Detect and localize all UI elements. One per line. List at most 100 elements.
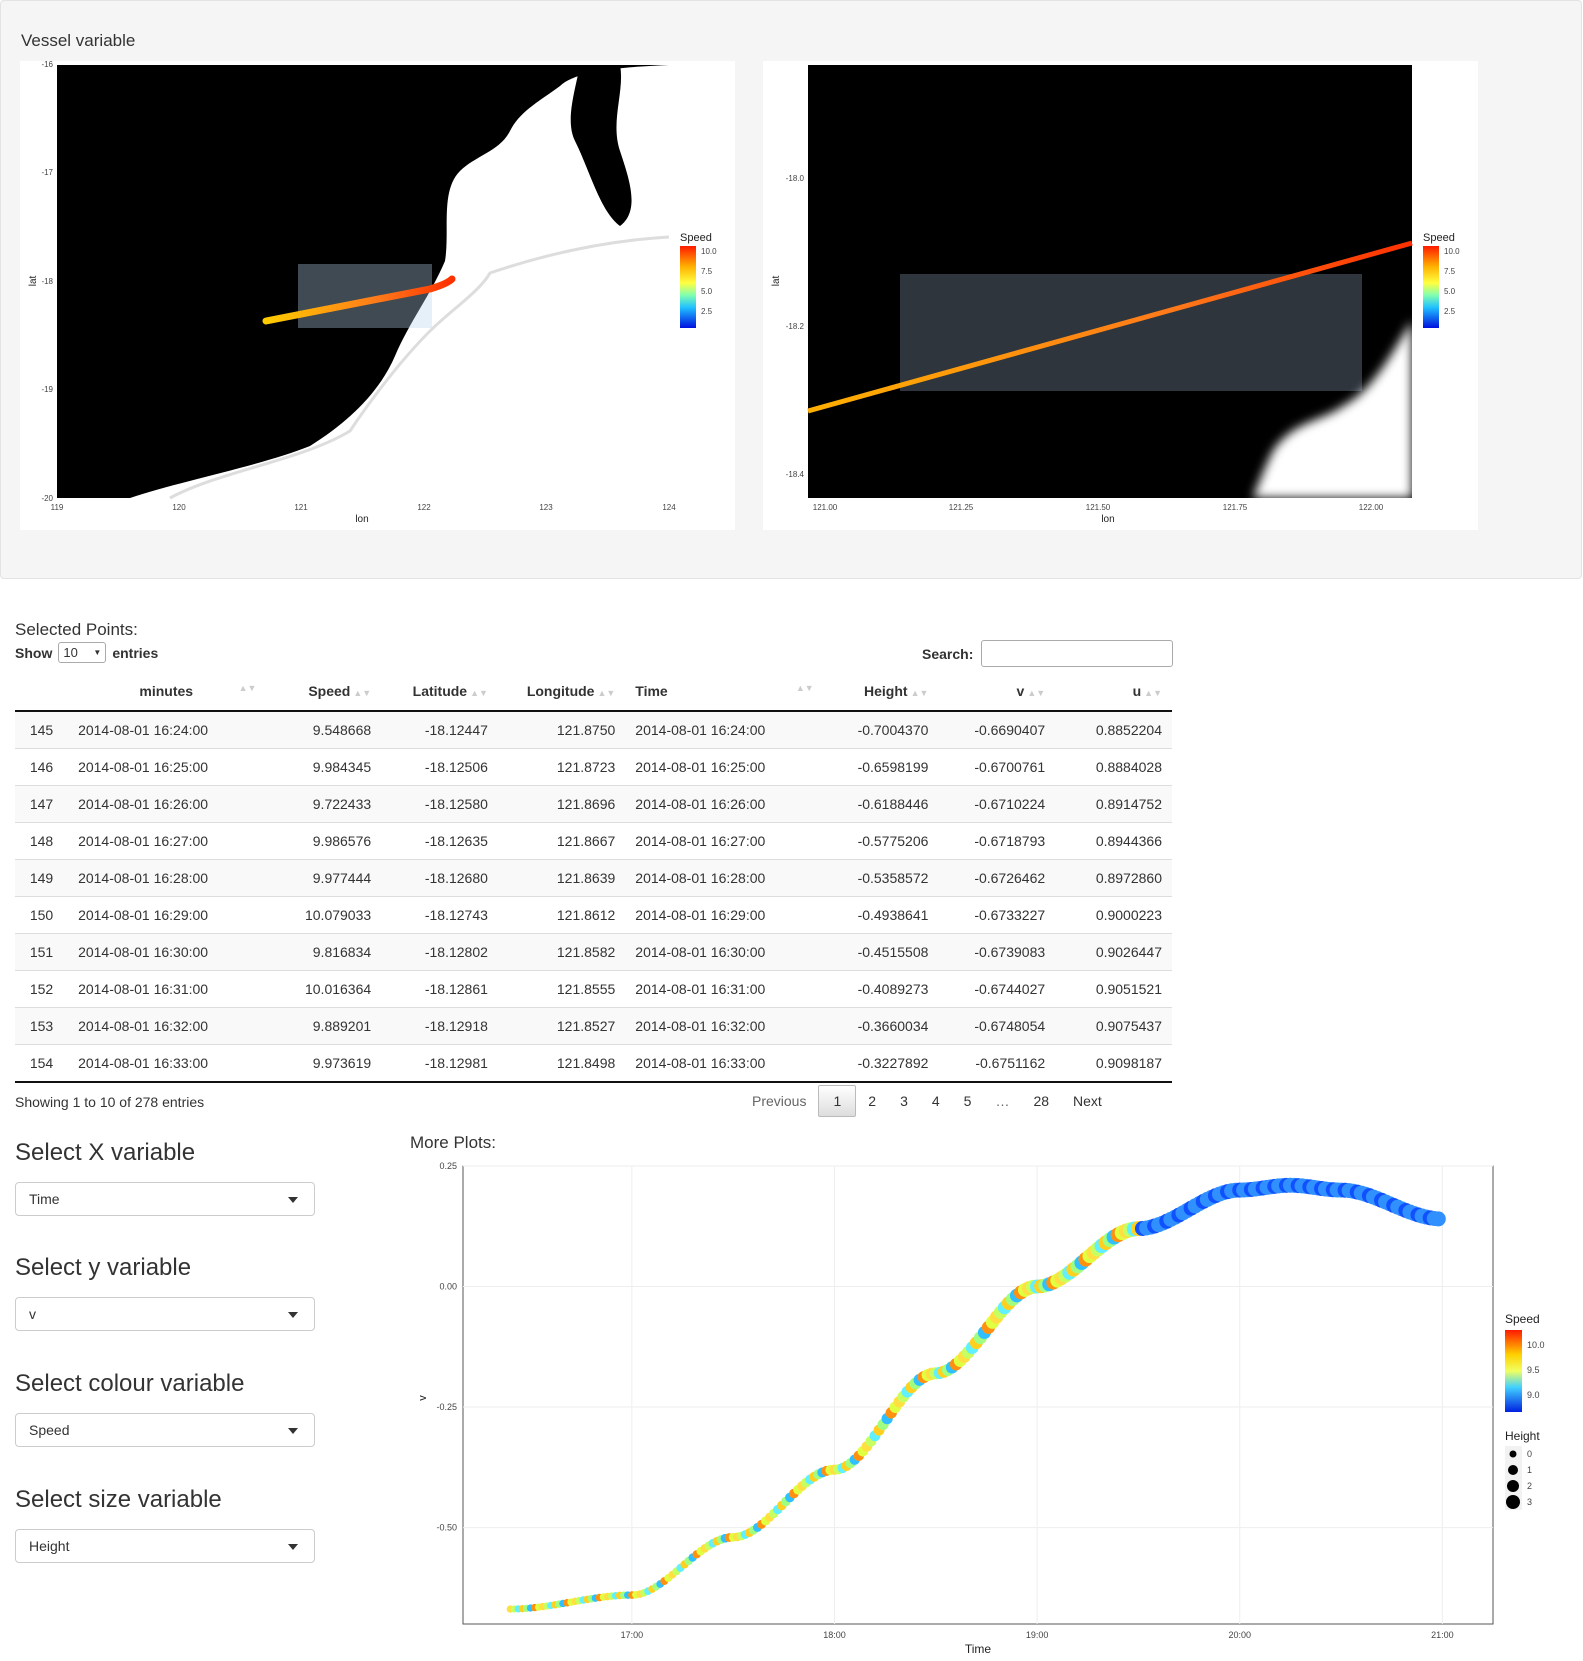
search-label: Search: xyxy=(922,645,974,662)
table-cell: -0.6718793 xyxy=(938,822,1056,860)
col-header-index[interactable] xyxy=(15,672,69,712)
table-cell: 0.9098187 xyxy=(1055,1044,1172,1083)
table-cell: -0.6710224 xyxy=(938,785,1056,823)
height-legend-tick: 1 xyxy=(1527,1465,1532,1475)
table-cell: -0.6733227 xyxy=(938,896,1056,934)
table-row[interactable]: 150 2014-08-01 16:29:00 10.079033 -18.12743… xyxy=(15,896,1172,934)
map-zoom[interactable]: -18.0 -18.2 -18.4 121.00 121.25 121.50 1… xyxy=(763,61,1478,530)
map2-ytick: -18.0 xyxy=(786,174,805,183)
pagination-previous[interactable]: Previous xyxy=(752,1093,807,1109)
table-row[interactable]: 152 2014-08-01 16:31:00 10.016364 -18.12861… xyxy=(15,970,1172,1008)
height-legend-tick: 0 xyxy=(1527,1449,1532,1459)
entries-label: entries xyxy=(112,644,159,661)
pagination-page-4[interactable]: 4 xyxy=(931,1093,940,1109)
table-cell: 9.984345 xyxy=(264,748,382,786)
select-x-dropdown[interactable]: Time xyxy=(15,1182,315,1216)
select-colour-dropdown[interactable]: Speed xyxy=(15,1413,315,1447)
col-header-height[interactable]: Height ▲▼ xyxy=(821,672,939,712)
pagination-page-3[interactable]: 3 xyxy=(900,1093,908,1109)
table-cell: 0.9000223 xyxy=(1055,896,1172,934)
table-cell: 0.8944366 xyxy=(1055,822,1172,860)
map1-xtick: 120 xyxy=(172,503,186,512)
sort-icon: ▲▼ xyxy=(795,683,814,693)
map2-xtick: 121.75 xyxy=(1223,503,1248,512)
map-overview[interactable]: -16 -17 -18 -19 -20 119 120 121 122 123 … xyxy=(20,60,735,530)
table-cell: 121.8498 xyxy=(497,1044,626,1083)
map2-legend-tick: 2.5 xyxy=(1444,307,1456,316)
table-row[interactable]: 153 2014-08-01 16:32:00 9.889201 -18.12918 1… xyxy=(15,1007,1172,1045)
plot-panel xyxy=(462,1165,1494,1625)
table-cell: 9.973619 xyxy=(264,1044,382,1083)
col-header-u[interactable]: u ▲▼ xyxy=(1055,672,1172,712)
col-header-speed[interactable]: Speed ▲▼ xyxy=(264,672,382,712)
table-row[interactable]: 147 2014-08-01 16:26:00 9.722433 -18.12580 1… xyxy=(15,785,1172,823)
table-cell: 2014-08-01 16:26:00 xyxy=(68,785,265,823)
map2-ytick: -18.4 xyxy=(786,470,805,479)
table-cell: 121.8527 xyxy=(497,1007,626,1045)
x-tick-label: 18:00 xyxy=(823,1630,846,1640)
table-body: 145 2014-08-01 16:24:00 9.548668 -18.12447 1… xyxy=(15,711,1172,1083)
col-header-time[interactable]: Time ▲▼ xyxy=(625,672,822,712)
table-cell: -18.12680 xyxy=(381,859,498,897)
x-axis: 17:00 18:00 19:00 20:00 21:00 xyxy=(621,1630,1454,1640)
table-cell: 9.977444 xyxy=(264,859,382,897)
entries-select[interactable]: 10 ▼ xyxy=(58,642,107,663)
table-row[interactable]: 145 2014-08-01 16:24:00 9.548668 -18.12447 1… xyxy=(15,711,1172,749)
speed-legend-tick: 9.0 xyxy=(1527,1390,1540,1400)
y-axis-label: v xyxy=(417,1395,429,1401)
table-cell: 10.016364 xyxy=(264,970,382,1008)
table-cell: 151 xyxy=(15,933,69,971)
scatter-plot[interactable]: 0.25 0.00 -0.25 -0.50 17:00 18:00 19:00 20:00 2… xyxy=(410,1158,1570,1658)
x-tick-label: 20:00 xyxy=(1228,1630,1251,1640)
table-cell: -0.5775206 xyxy=(821,822,939,860)
table-cell: 2014-08-01 16:25:00 xyxy=(625,748,822,786)
y-tick-label: -0.50 xyxy=(436,1523,457,1533)
data-point xyxy=(1430,1211,1446,1227)
table-row[interactable]: 149 2014-08-01 16:28:00 9.977444 -18.12680 1… xyxy=(15,859,1172,897)
pagination-ellipsis: … xyxy=(995,1093,1010,1109)
pagination-page-2[interactable]: 2 xyxy=(868,1093,877,1109)
table-cell: -18.12635 xyxy=(381,822,498,860)
table-row[interactable]: 151 2014-08-01 16:30:00 9.816834 -18.12802 1… xyxy=(15,933,1172,971)
map-overview-plot: -16 -17 -18 -19 -20 119 120 121 122 123 … xyxy=(28,60,717,525)
table-info: Showing 1 to 10 of 278 entries xyxy=(15,1094,205,1110)
search-input[interactable] xyxy=(981,640,1174,667)
table-cell: -0.4938641 xyxy=(821,896,939,934)
col-header-v[interactable]: v ▲▼ xyxy=(938,672,1056,712)
pagination-next[interactable]: Next xyxy=(1073,1093,1102,1109)
table-cell: -0.7004370 xyxy=(821,711,939,749)
table-cell: 2014-08-01 16:29:00 xyxy=(625,896,822,934)
table-row[interactable]: 154 2014-08-01 16:33:00 9.973619 -18.12981 1… xyxy=(15,1044,1172,1083)
select-y-dropdown[interactable]: v xyxy=(15,1297,315,1331)
pagination: Previous 1 2 3 4 5 … 28 Next xyxy=(740,1085,1114,1117)
table-cell: 2014-08-01 16:31:00 xyxy=(68,970,265,1008)
table-cell: -0.6700761 xyxy=(938,748,1056,786)
map1-xtick: 121 xyxy=(294,503,308,512)
map2-legend-tick: 10.0 xyxy=(1444,247,1460,256)
table-cell: 121.8612 xyxy=(497,896,626,934)
select-size-dropdown[interactable]: Height xyxy=(15,1529,315,1563)
pagination-page-1[interactable]: 1 xyxy=(818,1085,857,1117)
col-header-minutes[interactable]: minutes ▲▼ xyxy=(68,672,265,712)
table-cell: 2014-08-01 16:32:00 xyxy=(625,1007,822,1045)
vessel-panel: Vessel variable - xyxy=(0,0,1582,579)
y-tick-label: -0.25 xyxy=(436,1402,457,1412)
table-cell: -0.6188446 xyxy=(821,785,939,823)
pagination-page-5[interactable]: 5 xyxy=(963,1093,972,1109)
select-colour-value: Speed xyxy=(29,1422,70,1438)
table-cell: -18.12743 xyxy=(381,896,498,934)
x-tick-label: 21:00 xyxy=(1431,1630,1454,1640)
table-cell: 121.8696 xyxy=(497,785,626,823)
sort-icon: ▲▼ xyxy=(353,688,372,698)
table-row[interactable]: 148 2014-08-01 16:27:00 9.986576 -18.12635 1… xyxy=(15,822,1172,860)
table-cell: -18.12447 xyxy=(381,711,498,749)
col-header-longitude[interactable]: Longitude ▲▼ xyxy=(497,672,626,712)
table-cell: 9.986576 xyxy=(264,822,382,860)
map2-legend-colorbar xyxy=(1423,246,1439,328)
table-row[interactable]: 146 2014-08-01 16:25:00 9.984345 -18.12506 1… xyxy=(15,748,1172,786)
pagination-page-28[interactable]: 28 xyxy=(1033,1093,1050,1109)
table-cell: 146 xyxy=(15,748,69,786)
col-header-latitude[interactable]: Latitude ▲▼ xyxy=(381,672,498,712)
table-cell: 147 xyxy=(15,785,69,823)
table-cell: -18.12802 xyxy=(381,933,498,971)
